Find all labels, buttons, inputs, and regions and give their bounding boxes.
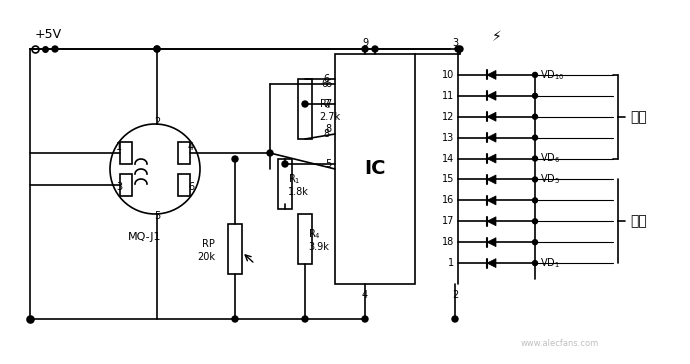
Circle shape	[533, 198, 538, 203]
Text: 1: 1	[448, 258, 454, 268]
Text: 2: 2	[154, 117, 160, 127]
Circle shape	[533, 177, 538, 182]
Polygon shape	[487, 91, 496, 100]
Polygon shape	[487, 112, 496, 121]
Circle shape	[455, 46, 461, 52]
Text: www.alecfans.com: www.alecfans.com	[521, 340, 599, 348]
Text: 7: 7	[323, 99, 329, 109]
Text: RP: RP	[202, 239, 215, 249]
Text: VD$_{10}$: VD$_{10}$	[540, 68, 564, 82]
Text: 20k: 20k	[197, 252, 215, 262]
Circle shape	[267, 150, 273, 156]
Circle shape	[232, 316, 238, 322]
Text: 18: 18	[442, 237, 454, 247]
Text: 3: 3	[452, 38, 458, 48]
Circle shape	[533, 93, 538, 98]
Text: 4: 4	[188, 142, 194, 152]
Text: 12: 12	[442, 112, 454, 122]
Text: 8: 8	[325, 124, 331, 134]
FancyBboxPatch shape	[178, 142, 190, 164]
Circle shape	[452, 316, 458, 322]
Text: ⚡: ⚡	[491, 30, 502, 44]
Text: 1: 1	[116, 142, 122, 152]
FancyBboxPatch shape	[335, 54, 415, 284]
Text: VD$_6$: VD$_6$	[540, 152, 560, 166]
Circle shape	[362, 316, 368, 322]
Polygon shape	[487, 258, 496, 268]
Circle shape	[533, 156, 538, 161]
Text: VD$_1$: VD$_1$	[540, 256, 560, 270]
Text: IC: IC	[364, 159, 386, 178]
Circle shape	[533, 219, 538, 224]
Text: R$_3$: R$_3$	[319, 97, 332, 111]
Polygon shape	[487, 196, 496, 205]
Text: R$_1$: R$_1$	[288, 172, 300, 186]
Text: 14: 14	[442, 154, 454, 163]
Text: +5V: +5V	[35, 28, 62, 41]
FancyBboxPatch shape	[298, 79, 312, 139]
Circle shape	[533, 240, 538, 245]
FancyBboxPatch shape	[178, 174, 190, 196]
Text: 16: 16	[442, 195, 454, 205]
Text: 15: 15	[442, 174, 454, 185]
Polygon shape	[487, 175, 496, 184]
Circle shape	[533, 135, 538, 140]
FancyBboxPatch shape	[120, 174, 132, 196]
Text: 11: 11	[442, 91, 454, 101]
Circle shape	[52, 46, 58, 52]
Text: 9: 9	[362, 38, 368, 48]
Text: 绿色: 绿色	[630, 214, 647, 228]
Circle shape	[232, 156, 238, 162]
Text: 3.9k: 3.9k	[308, 242, 329, 252]
Text: 1.8k: 1.8k	[288, 187, 309, 197]
Polygon shape	[487, 133, 496, 142]
Text: VD$_5$: VD$_5$	[540, 173, 560, 186]
Circle shape	[302, 316, 308, 322]
Circle shape	[302, 101, 308, 107]
Polygon shape	[487, 217, 496, 226]
Circle shape	[372, 46, 378, 52]
FancyBboxPatch shape	[228, 224, 242, 274]
Text: 5: 5	[325, 159, 331, 169]
Text: 6: 6	[325, 79, 331, 89]
Circle shape	[457, 46, 463, 52]
FancyBboxPatch shape	[278, 159, 292, 209]
Circle shape	[154, 46, 160, 52]
Circle shape	[154, 46, 160, 52]
Text: 7: 7	[325, 99, 331, 109]
Text: 6: 6	[321, 79, 327, 89]
Text: 3: 3	[116, 182, 122, 192]
FancyBboxPatch shape	[120, 142, 132, 164]
Text: 6: 6	[188, 182, 194, 192]
Polygon shape	[487, 154, 496, 163]
Text: R$_4$: R$_4$	[308, 227, 321, 241]
Circle shape	[282, 161, 288, 167]
Circle shape	[362, 46, 368, 52]
Polygon shape	[487, 70, 496, 79]
Text: MQ-J1: MQ-J1	[128, 232, 161, 242]
Text: 5: 5	[154, 211, 160, 221]
Text: 8: 8	[323, 129, 329, 139]
Text: 2.7k: 2.7k	[319, 112, 340, 122]
FancyBboxPatch shape	[298, 214, 312, 264]
Text: 6: 6	[323, 74, 329, 84]
Circle shape	[533, 114, 538, 119]
Polygon shape	[487, 238, 496, 247]
Text: 4: 4	[362, 290, 368, 300]
Circle shape	[533, 261, 538, 266]
Text: 13: 13	[442, 132, 454, 143]
Text: 2: 2	[452, 290, 458, 300]
Circle shape	[533, 72, 538, 78]
Text: 红色: 红色	[630, 110, 647, 124]
Text: 10: 10	[442, 70, 454, 80]
Text: 17: 17	[442, 216, 454, 226]
